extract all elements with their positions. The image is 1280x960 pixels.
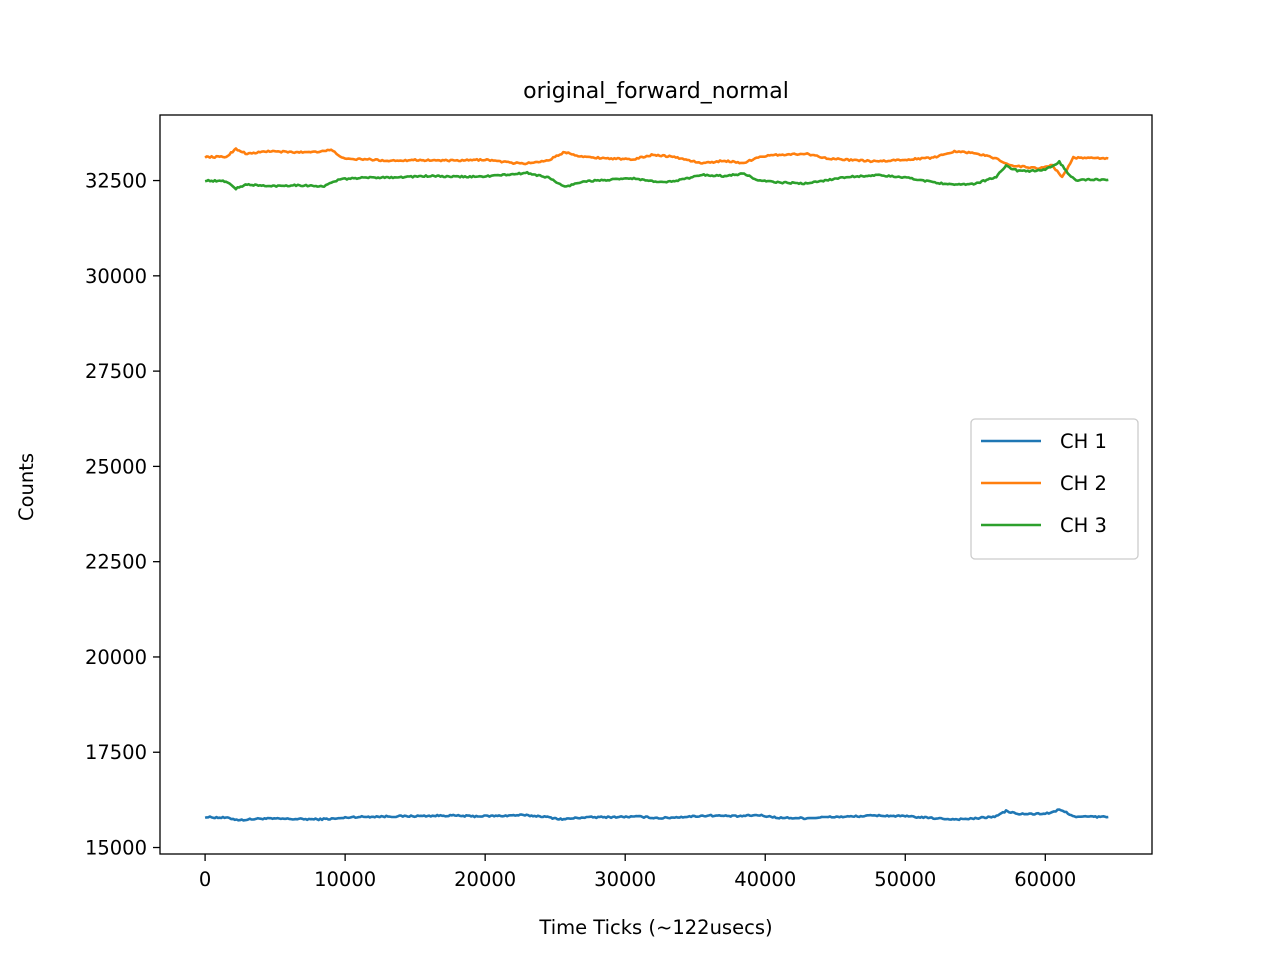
y-tick-label: 30000 — [85, 265, 147, 288]
x-axis-label: Time Ticks (~122usecs) — [538, 916, 772, 939]
series-line-ch-3 — [204, 159, 1109, 191]
y-axis-ticks: 15000 17500 20000 22500 25000 27500 30000 32500 — [85, 170, 160, 860]
y-tick-label: 20000 — [85, 646, 147, 669]
legend: CH 1 CH 2 CH 3 — [970, 418, 1139, 560]
y-tick-label: 22500 — [85, 551, 147, 574]
y-tick-label: 15000 — [85, 837, 147, 860]
y-tick-label: 17500 — [85, 741, 147, 764]
y-tick-label: 25000 — [85, 455, 147, 478]
x-tick-label: 10000 — [314, 868, 376, 891]
x-tick-label: 60000 — [1014, 868, 1076, 891]
chart-title: original_forward_normal — [523, 79, 789, 104]
y-tick-label: 32500 — [85, 170, 147, 193]
legend-entry-label: CH 1 — [1060, 430, 1107, 453]
y-tick-label: 27500 — [85, 360, 147, 383]
x-tick-label: 30000 — [594, 868, 656, 891]
plot-lines — [204, 147, 1109, 822]
series-line-ch-1 — [204, 808, 1109, 822]
x-tick-label: 40000 — [734, 868, 796, 891]
x-tick-label: 20000 — [454, 868, 516, 891]
legend-entry-label: CH 2 — [1060, 472, 1107, 495]
legend-entry-label: CH 3 — [1060, 514, 1107, 537]
y-axis-label: Counts — [15, 453, 38, 521]
x-tick-label: 50000 — [874, 868, 936, 891]
series-line-ch-2 — [204, 147, 1109, 179]
x-tick-label: 0 — [199, 868, 211, 891]
plot-frame — [159, 114, 1153, 855]
x-axis-ticks: 0 10000 20000 30000 40000 50000 60000 — [199, 854, 1076, 891]
